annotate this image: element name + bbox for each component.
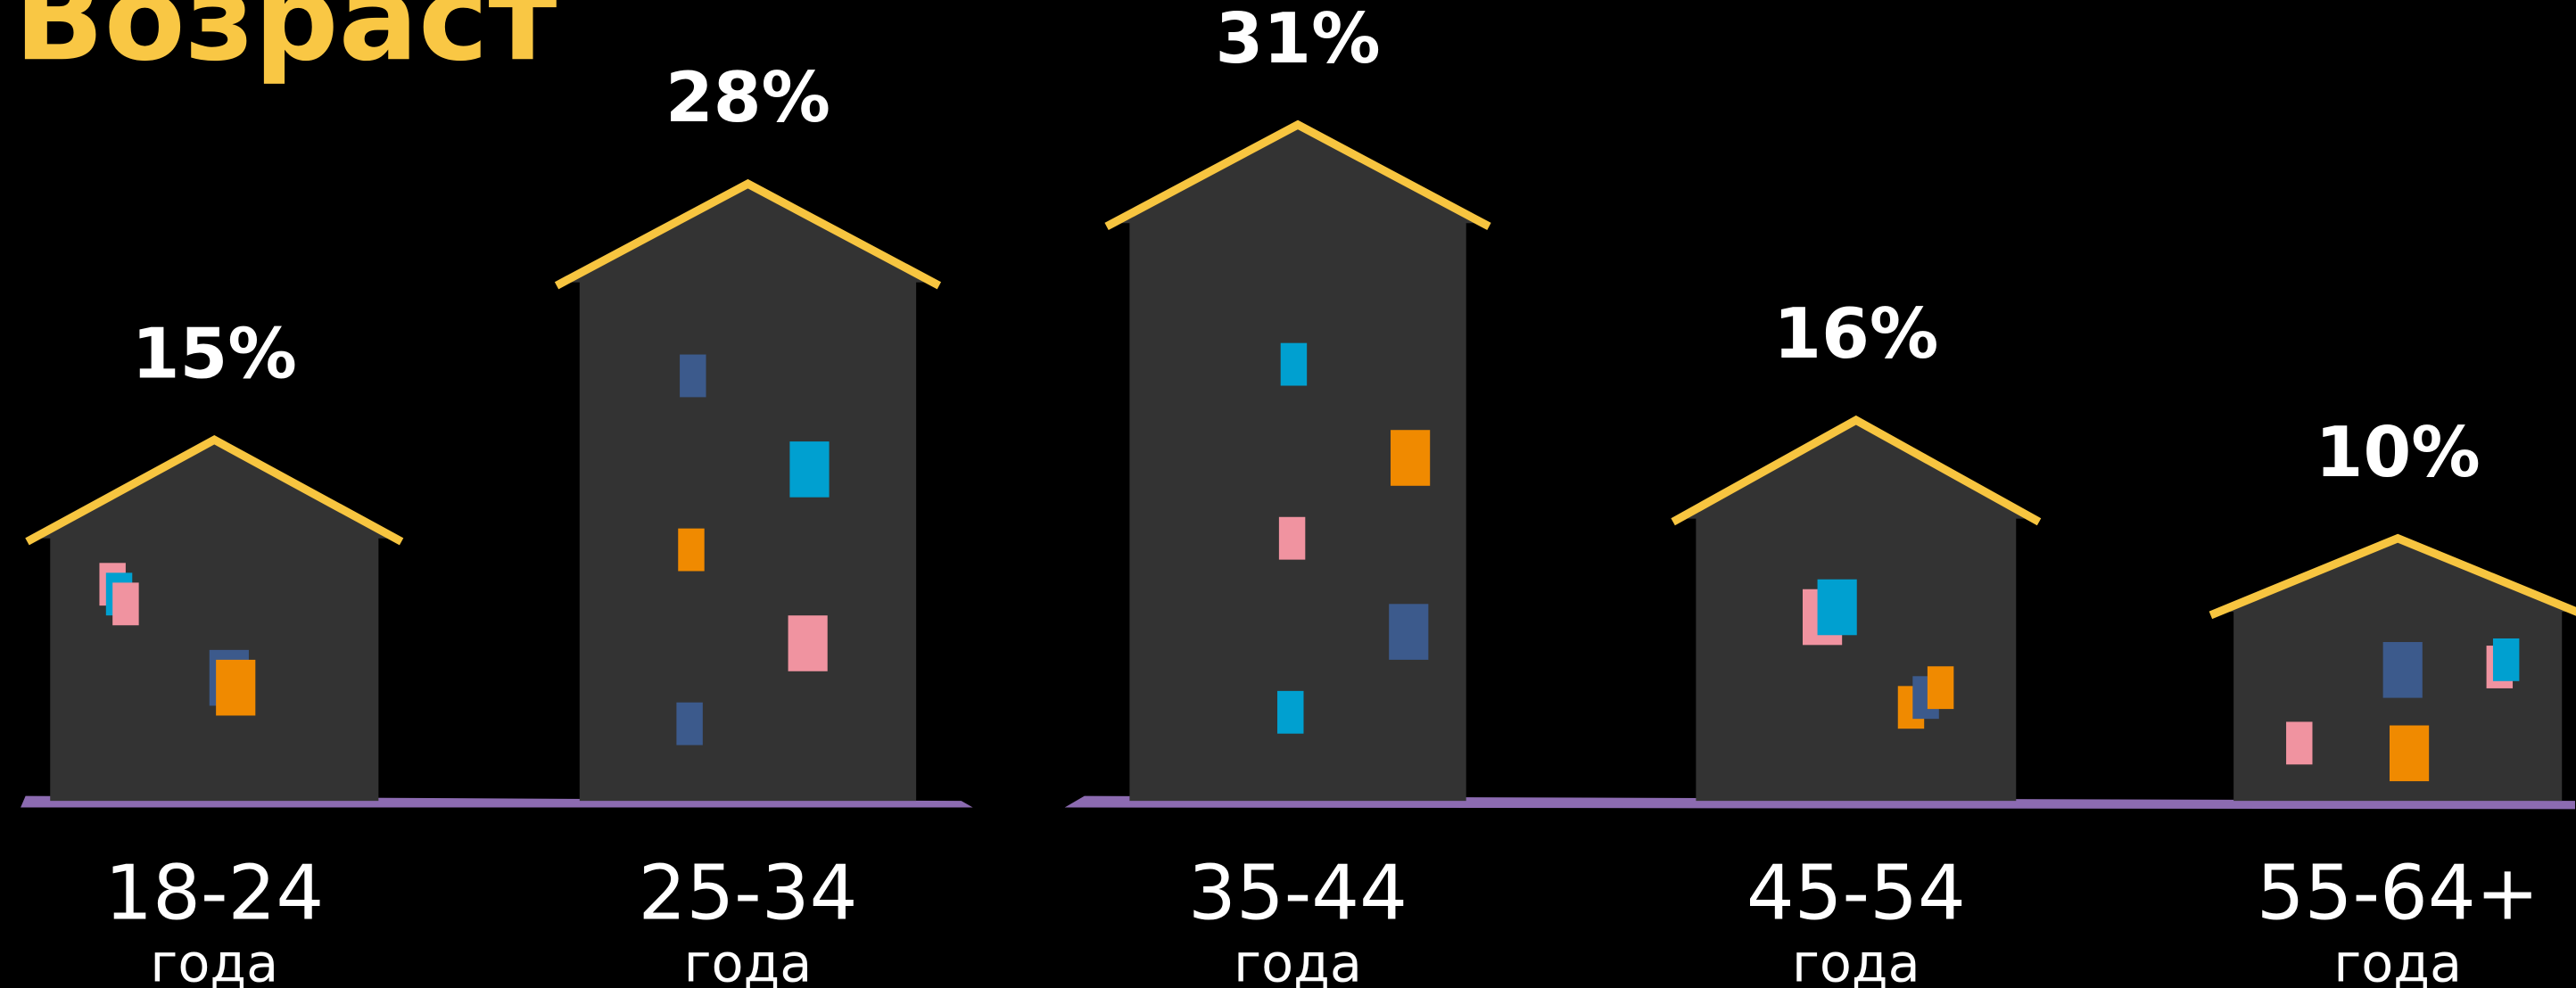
window xyxy=(789,441,830,498)
chart-title: Возраст xyxy=(14,0,557,87)
window xyxy=(678,528,705,572)
window xyxy=(1277,690,1304,734)
category-label: 55-64+ xyxy=(2257,849,2539,937)
category-label: 25-34 xyxy=(638,849,857,937)
window xyxy=(2382,642,2423,698)
category-sublabel: года xyxy=(150,933,278,988)
window xyxy=(112,582,139,626)
window xyxy=(2492,638,2520,681)
window xyxy=(1391,430,1431,486)
window xyxy=(680,354,706,398)
value-label: 16% xyxy=(1773,294,1938,375)
window xyxy=(2389,725,2430,782)
roof xyxy=(2209,533,2576,620)
roof xyxy=(1671,415,2042,526)
window xyxy=(1389,604,1429,660)
window xyxy=(788,615,828,671)
window xyxy=(2286,721,2313,765)
houses: 15%18-24года28%25-34года31%35-44года16%4… xyxy=(25,0,2576,988)
window xyxy=(216,659,256,716)
roof xyxy=(25,435,404,546)
window xyxy=(1280,342,1308,386)
house xyxy=(33,440,395,802)
roof xyxy=(554,178,942,290)
category-label: 35-44 xyxy=(1188,849,1408,937)
value-label: 10% xyxy=(2316,413,2481,493)
category-sublabel: года xyxy=(684,933,813,988)
value-label: 31% xyxy=(1216,0,1381,79)
category-sublabel: года xyxy=(2333,933,2462,988)
category-sublabel: года xyxy=(1792,933,1920,988)
window xyxy=(1817,579,1857,636)
value-label: 15% xyxy=(132,314,297,394)
window xyxy=(1278,516,1306,560)
window xyxy=(676,702,703,745)
house xyxy=(563,184,933,802)
roof xyxy=(1104,119,1491,231)
category-label: 18-24 xyxy=(104,849,324,937)
category-label: 45-54 xyxy=(1746,849,1966,937)
window xyxy=(1927,666,1954,710)
value-label: 28% xyxy=(665,58,830,138)
category-sublabel: года xyxy=(1234,933,1362,988)
